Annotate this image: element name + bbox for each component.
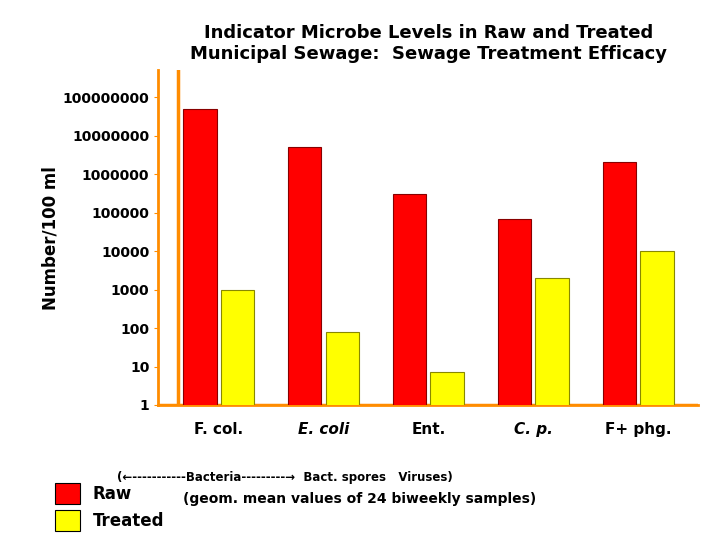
Bar [325, 332, 359, 540]
Text: (geom. mean values of 24 biweekly samples): (geom. mean values of 24 biweekly sample… [184, 492, 536, 507]
Bar [498, 219, 531, 540]
Bar [431, 373, 464, 540]
Title: Indicator Microbe Levels in Raw and Treated
Municipal Sewage:  Sewage Treatment : Indicator Microbe Levels in Raw and Trea… [190, 24, 667, 63]
Text: Ent.: Ent. [411, 422, 446, 437]
Text: F. col.: F. col. [194, 422, 243, 437]
Legend: Raw, Treated: Raw, Treated [48, 477, 171, 537]
Bar [392, 194, 426, 540]
Y-axis label: Number/100 ml: Number/100 ml [42, 166, 60, 309]
Bar [221, 289, 254, 540]
Bar [640, 251, 674, 540]
Text: F+ phg.: F+ phg. [605, 422, 672, 437]
Bar [603, 163, 636, 540]
Bar [183, 109, 217, 540]
Bar [288, 147, 321, 540]
Text: C. p.: C. p. [514, 422, 553, 437]
Bar [536, 278, 569, 540]
Text: (←-----------Bacteria---------→  Bact. spores   Viruses): (←-----------Bacteria---------→ Bact. sp… [117, 471, 452, 484]
Text: E. coli: E. coli [298, 422, 349, 437]
